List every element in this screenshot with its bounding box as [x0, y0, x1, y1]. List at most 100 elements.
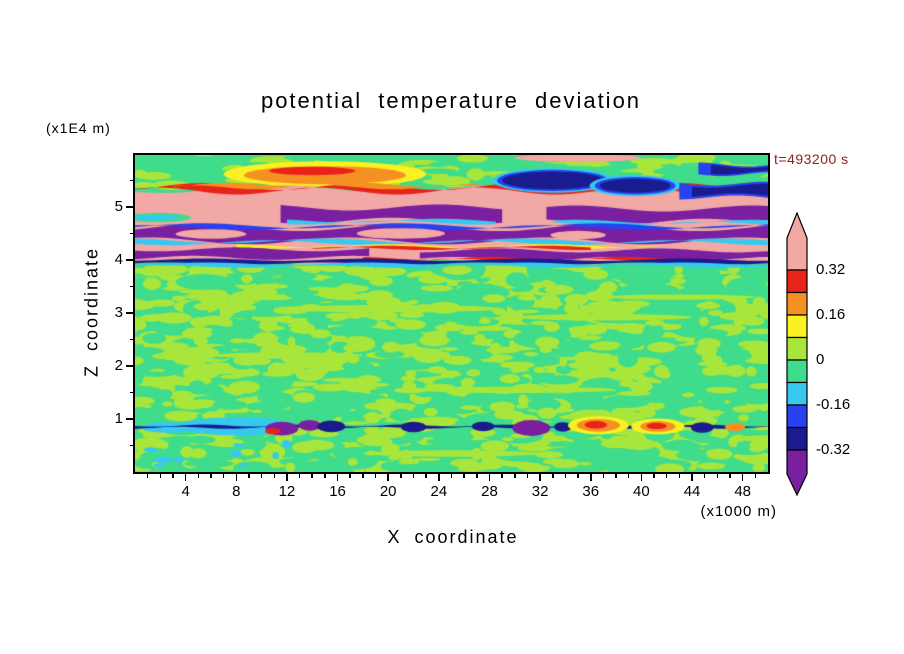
x-tick-mark: [400, 474, 402, 478]
z-tick-mark: [126, 418, 133, 420]
colorbar-segment: [786, 359, 808, 384]
x-tick-mark: [248, 474, 250, 478]
x-tick-mark: [450, 474, 453, 478]
x-tick-mark: [324, 474, 326, 478]
x-tick-mark: [741, 474, 744, 481]
x-tick-mark: [311, 474, 313, 478]
x-tick-mark: [539, 474, 541, 481]
x-tick-mark: [640, 474, 643, 481]
x-tick-label: 28: [481, 483, 498, 500]
x-tick-mark: [590, 474, 592, 481]
colorbar-tick-label: 0.32: [816, 261, 846, 278]
x-tick-mark: [425, 474, 427, 478]
z-axis-unit-label: (x1E4 m): [46, 120, 111, 136]
z-tick-label: 2: [114, 356, 123, 374]
x-tick-mark: [374, 474, 377, 478]
plot-area: 4 8 12 16 20 24 28 32 36 40 44 48 1 2 3 4 5: [115, 153, 770, 500]
x-tick-mark: [159, 474, 162, 478]
colorbar-segment: [786, 336, 808, 361]
time-stamp: t=493200 s: [774, 151, 849, 167]
x-tick-mark: [260, 474, 263, 478]
x-tick-label: 8: [232, 483, 241, 500]
x-tick-label: 44: [683, 483, 701, 500]
colorbar: [786, 212, 808, 496]
colorbar-segment: [786, 291, 808, 316]
colorbar-tick-label: 0: [816, 351, 825, 368]
x-tick-mark: [665, 474, 668, 478]
z-tick-label: 5: [114, 197, 123, 215]
z-tick-label: 3: [114, 303, 123, 321]
colorbar-under-arrow: [786, 449, 808, 496]
x-tick-mark: [412, 474, 415, 478]
x-axis-unit-label: (x1000 m): [700, 503, 777, 520]
colorbar-segment: [786, 269, 808, 294]
x-tick-mark: [476, 474, 478, 478]
chart-title: potential temperature deviation: [260, 88, 642, 113]
x-tick-mark: [488, 474, 491, 481]
x-tick-mark: [222, 474, 225, 478]
x-tick-mark: [716, 474, 719, 478]
z-tick-mark: [126, 365, 133, 367]
x-tick-mark: [172, 474, 174, 478]
colorbar-tick-label: -0.16: [816, 396, 851, 413]
x-tick-mark: [703, 474, 706, 478]
x-tick-mark: [552, 474, 554, 478]
colorbar-segment: [786, 404, 808, 429]
x-tick-mark: [501, 474, 503, 478]
x-tick-mark: [286, 474, 288, 481]
x-tick-mark: [463, 474, 465, 478]
x-tick-label: 24: [430, 483, 448, 500]
x-tick-mark: [336, 474, 339, 481]
x-tick-mark: [438, 474, 440, 481]
x-tick-mark: [577, 474, 579, 478]
x-tick-mark: [184, 474, 187, 481]
x-tick-label: 32: [531, 483, 549, 500]
x-tick-mark: [210, 474, 212, 478]
x-tick-label: 16: [329, 483, 346, 500]
x-tick-label: 4: [181, 483, 190, 500]
z-tick-mark: [129, 391, 133, 394]
z-tick-mark: [129, 285, 133, 288]
x-tick-mark: [387, 474, 389, 481]
z-tick-mark: [129, 338, 133, 341]
x-tick-mark: [514, 474, 516, 478]
x-tick-mark: [678, 474, 681, 478]
x-tick-mark: [197, 474, 200, 478]
x-tick-mark: [564, 474, 567, 478]
colorbar-tick-label: -0.32: [816, 441, 851, 458]
contour-field: [135, 155, 768, 472]
x-tick-mark: [729, 474, 731, 478]
x-tick-mark: [362, 474, 364, 478]
z-tick-mark: [126, 312, 133, 314]
x-tick-label: 40: [633, 483, 650, 500]
x-tick-mark: [146, 474, 149, 478]
x-tick-label: 48: [734, 483, 752, 500]
x-tick-mark: [653, 474, 655, 478]
z-tick-mark: [129, 179, 133, 182]
colorbar-over-arrow: [786, 212, 808, 271]
x-tick-mark: [235, 474, 238, 481]
x-axis-label: X coordinate: [387, 527, 519, 547]
colorbar-segment: [786, 381, 808, 406]
z-tick-mark: [126, 259, 133, 261]
colorbar-tick-label: 0.16: [816, 306, 846, 323]
z-tick-mark: [129, 444, 133, 447]
x-tick-mark: [602, 474, 605, 478]
x-tick-mark: [691, 474, 693, 481]
x-tick-mark: [627, 474, 630, 478]
x-tick-label: 36: [582, 483, 600, 500]
z-tick-label: 1: [114, 409, 123, 427]
x-tick-label: 20: [379, 483, 397, 500]
z-tick-mark: [126, 206, 133, 208]
x-tick-mark: [298, 474, 301, 478]
z-tick-label: 4: [114, 250, 123, 268]
colorbar-segment: [786, 314, 808, 339]
x-tick-mark: [273, 474, 275, 478]
x-tick-label: 12: [278, 483, 296, 500]
x-tick-mark: [526, 474, 529, 478]
x-tick-mark: [349, 474, 351, 478]
colorbar-segment: [786, 426, 808, 451]
x-tick-mark: [754, 474, 757, 478]
x-tick-mark: [615, 474, 617, 478]
